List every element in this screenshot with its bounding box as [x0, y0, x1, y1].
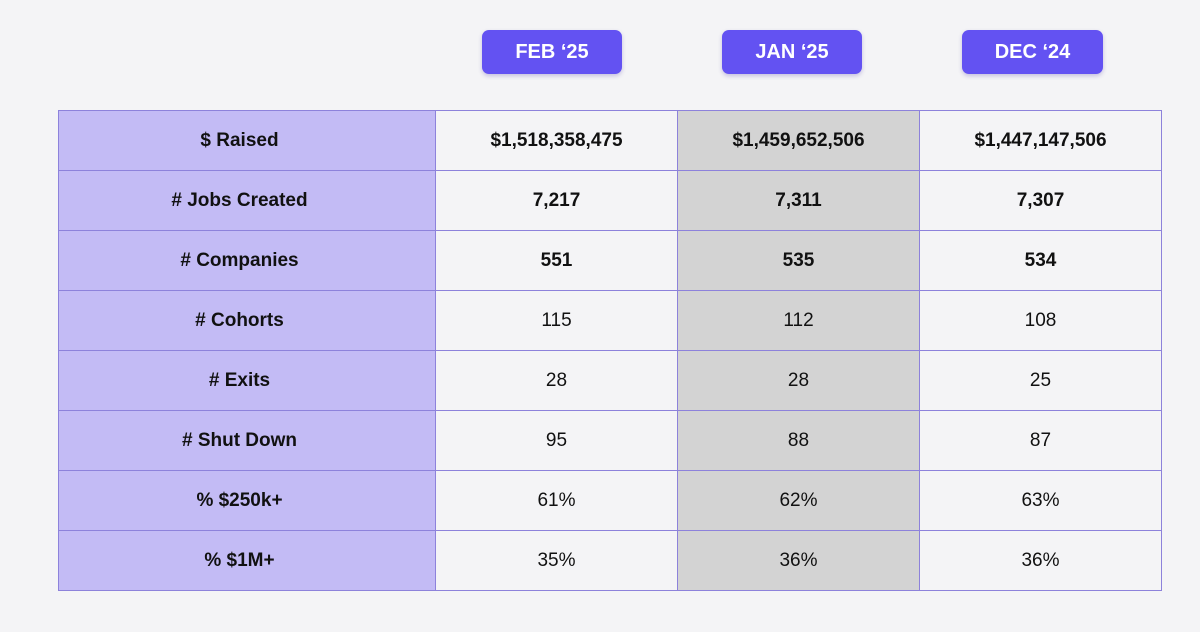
row-label: % $250k+ [58, 470, 436, 531]
cell-value: 7,307 [919, 170, 1162, 231]
table-row-250k-plus: % $250k+ 61% 62% 63% [58, 470, 1162, 531]
cell-value: 534 [919, 230, 1162, 291]
cell-value: 7,311 [677, 170, 920, 231]
table-row-1m-plus: % $1M+ 35% 36% 36% [58, 530, 1162, 591]
table-row-shut-down: # Shut Down 95 88 87 [58, 410, 1162, 471]
cell-value: 36% [919, 530, 1162, 591]
row-label: % $1M+ [58, 530, 436, 591]
cell-value: 35% [435, 530, 678, 591]
column-header-jan-25: JAN ‘25 [722, 30, 862, 74]
row-label: # Companies [58, 230, 436, 291]
row-label: # Jobs Created [58, 170, 436, 231]
cell-value: 87 [919, 410, 1162, 471]
row-label: # Cohorts [58, 290, 436, 351]
cell-value: 551 [435, 230, 678, 291]
cell-value: 61% [435, 470, 678, 531]
cell-value: 36% [677, 530, 920, 591]
table-row-exits: # Exits 28 28 25 [58, 350, 1162, 411]
column-header-feb-25: FEB ‘25 [482, 30, 622, 74]
cell-value: 95 [435, 410, 678, 471]
row-label: # Shut Down [58, 410, 436, 471]
cell-value: 62% [677, 470, 920, 531]
cell-value: 115 [435, 290, 678, 351]
cell-value: $1,459,652,506 [677, 110, 920, 171]
metrics-table: $ Raised $1,518,358,475 $1,459,652,506 $… [58, 110, 1162, 591]
cell-value: 28 [677, 350, 920, 411]
cell-value: 7,217 [435, 170, 678, 231]
cell-value: 28 [435, 350, 678, 411]
cell-value: 63% [919, 470, 1162, 531]
cell-value: 108 [919, 290, 1162, 351]
row-label: $ Raised [58, 110, 436, 171]
cell-value: 535 [677, 230, 920, 291]
cell-value: $1,518,358,475 [435, 110, 678, 171]
cell-value: $1,447,147,506 [919, 110, 1162, 171]
table-row-companies: # Companies 551 535 534 [58, 230, 1162, 291]
column-header-dec-24: DEC ‘24 [962, 30, 1103, 74]
row-label: # Exits [58, 350, 436, 411]
cell-value: 88 [677, 410, 920, 471]
table-row-cohorts: # Cohorts 115 112 108 [58, 290, 1162, 351]
table-row-raised: $ Raised $1,518,358,475 $1,459,652,506 $… [58, 110, 1162, 171]
table-row-jobs-created: # Jobs Created 7,217 7,311 7,307 [58, 170, 1162, 231]
cell-value: 25 [919, 350, 1162, 411]
cell-value: 112 [677, 290, 920, 351]
